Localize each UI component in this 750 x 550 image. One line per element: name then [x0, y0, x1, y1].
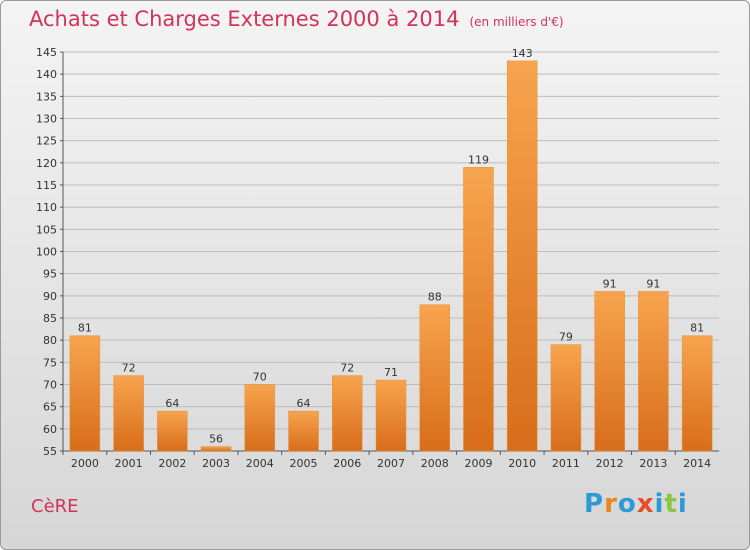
commune-name: CèRE: [31, 496, 79, 517]
data-label: 143: [512, 47, 533, 60]
x-tick-label: 2004: [246, 457, 274, 470]
data-label: 72: [122, 362, 136, 375]
bar-2004: [244, 384, 276, 452]
y-tick-label: 95: [43, 268, 57, 281]
bar-2011: [550, 344, 582, 452]
x-tick-label: 2012: [596, 457, 624, 470]
x-tick-label: 2002: [158, 457, 186, 470]
chart-title-text: Achats et Charges Externes 2000 à 2014: [29, 7, 460, 31]
x-tick-label: 2000: [71, 457, 99, 470]
bar-2003: [200, 446, 232, 452]
logo-letter: t: [664, 489, 678, 519]
x-tick-label: 2006: [333, 457, 361, 470]
x-tick-label: 2009: [464, 457, 492, 470]
x-tick-label: 2008: [421, 457, 449, 470]
data-label: 56: [209, 433, 223, 446]
x-tick-label: 2005: [290, 457, 318, 470]
logo-letter: o: [617, 489, 637, 519]
proxiti-logo: Proxiti: [584, 489, 688, 519]
bar-2001: [113, 375, 144, 452]
bar-2002: [157, 410, 188, 452]
labels: 55 60 65 70 75 80 85 90 95 100 105 110 115 120 125 130 1…: [36, 46, 711, 470]
y-tick-label: 100: [36, 246, 57, 259]
data-label: 81: [78, 322, 92, 335]
bar-2006: [332, 375, 363, 452]
bar-2005: [288, 410, 319, 452]
bar-2014: [681, 335, 713, 452]
y-tick-label: 85: [43, 312, 57, 325]
y-tick-label: 120: [36, 157, 57, 170]
x-tick-label: 2001: [115, 457, 143, 470]
bar-2009: [463, 167, 494, 452]
y-tick-label: 65: [43, 401, 57, 414]
x-tick-label: 2007: [377, 457, 405, 470]
y-tick-label: 90: [43, 290, 57, 303]
y-tick-label: 130: [36, 113, 57, 126]
y-tick-label: 60: [43, 423, 57, 436]
data-label: 70: [253, 371, 267, 384]
x-tick-label: 2014: [683, 457, 711, 470]
logo-letter: x: [636, 489, 655, 519]
logo-letter: P: [584, 489, 605, 519]
x-tick-label: 2010: [508, 457, 536, 470]
y-tick-label: 140: [36, 68, 57, 81]
data-label: 88: [428, 291, 442, 304]
y-tick-label: 125: [36, 135, 57, 148]
x-tick-label: 2013: [639, 457, 667, 470]
x-tick-label: 2011: [552, 457, 580, 470]
x-tick-label: 2003: [202, 457, 230, 470]
data-label: 119: [468, 153, 489, 166]
bar-2013: [638, 291, 669, 452]
data-label: 79: [559, 331, 573, 344]
y-tick-label: 55: [43, 445, 57, 458]
data-label: 64: [297, 397, 311, 410]
bar-2000: [69, 335, 101, 452]
y-tick-label: 80: [43, 334, 57, 347]
y-tick-label: 110: [36, 201, 57, 214]
data-label: 81: [690, 322, 704, 335]
y-tick-label: 70: [43, 379, 57, 392]
chart-title: Achats et Charges Externes 2000 à 2014 (e…: [29, 7, 564, 31]
y-tick-label: 115: [36, 179, 57, 192]
logo-letter: i: [677, 489, 688, 519]
data-label: 91: [646, 277, 660, 290]
bar-2010: [506, 60, 538, 452]
y-tick-label: 75: [43, 356, 57, 369]
y-tick-label: 135: [36, 90, 57, 103]
logo-letter: i: [654, 489, 665, 519]
chart-unit: (en milliers d'€): [469, 15, 564, 29]
data-label: 91: [603, 277, 617, 290]
data-label: 71: [384, 366, 398, 379]
y-tick-label: 145: [36, 46, 57, 59]
data-label: 64: [165, 397, 179, 410]
bar-2012: [594, 291, 625, 452]
logo-letter: r: [604, 489, 618, 519]
bars: [69, 60, 713, 452]
y-tick-label: 105: [36, 223, 57, 236]
data-label: 72: [340, 362, 354, 375]
bar-2008: [419, 304, 450, 452]
bar-2007: [375, 379, 407, 452]
